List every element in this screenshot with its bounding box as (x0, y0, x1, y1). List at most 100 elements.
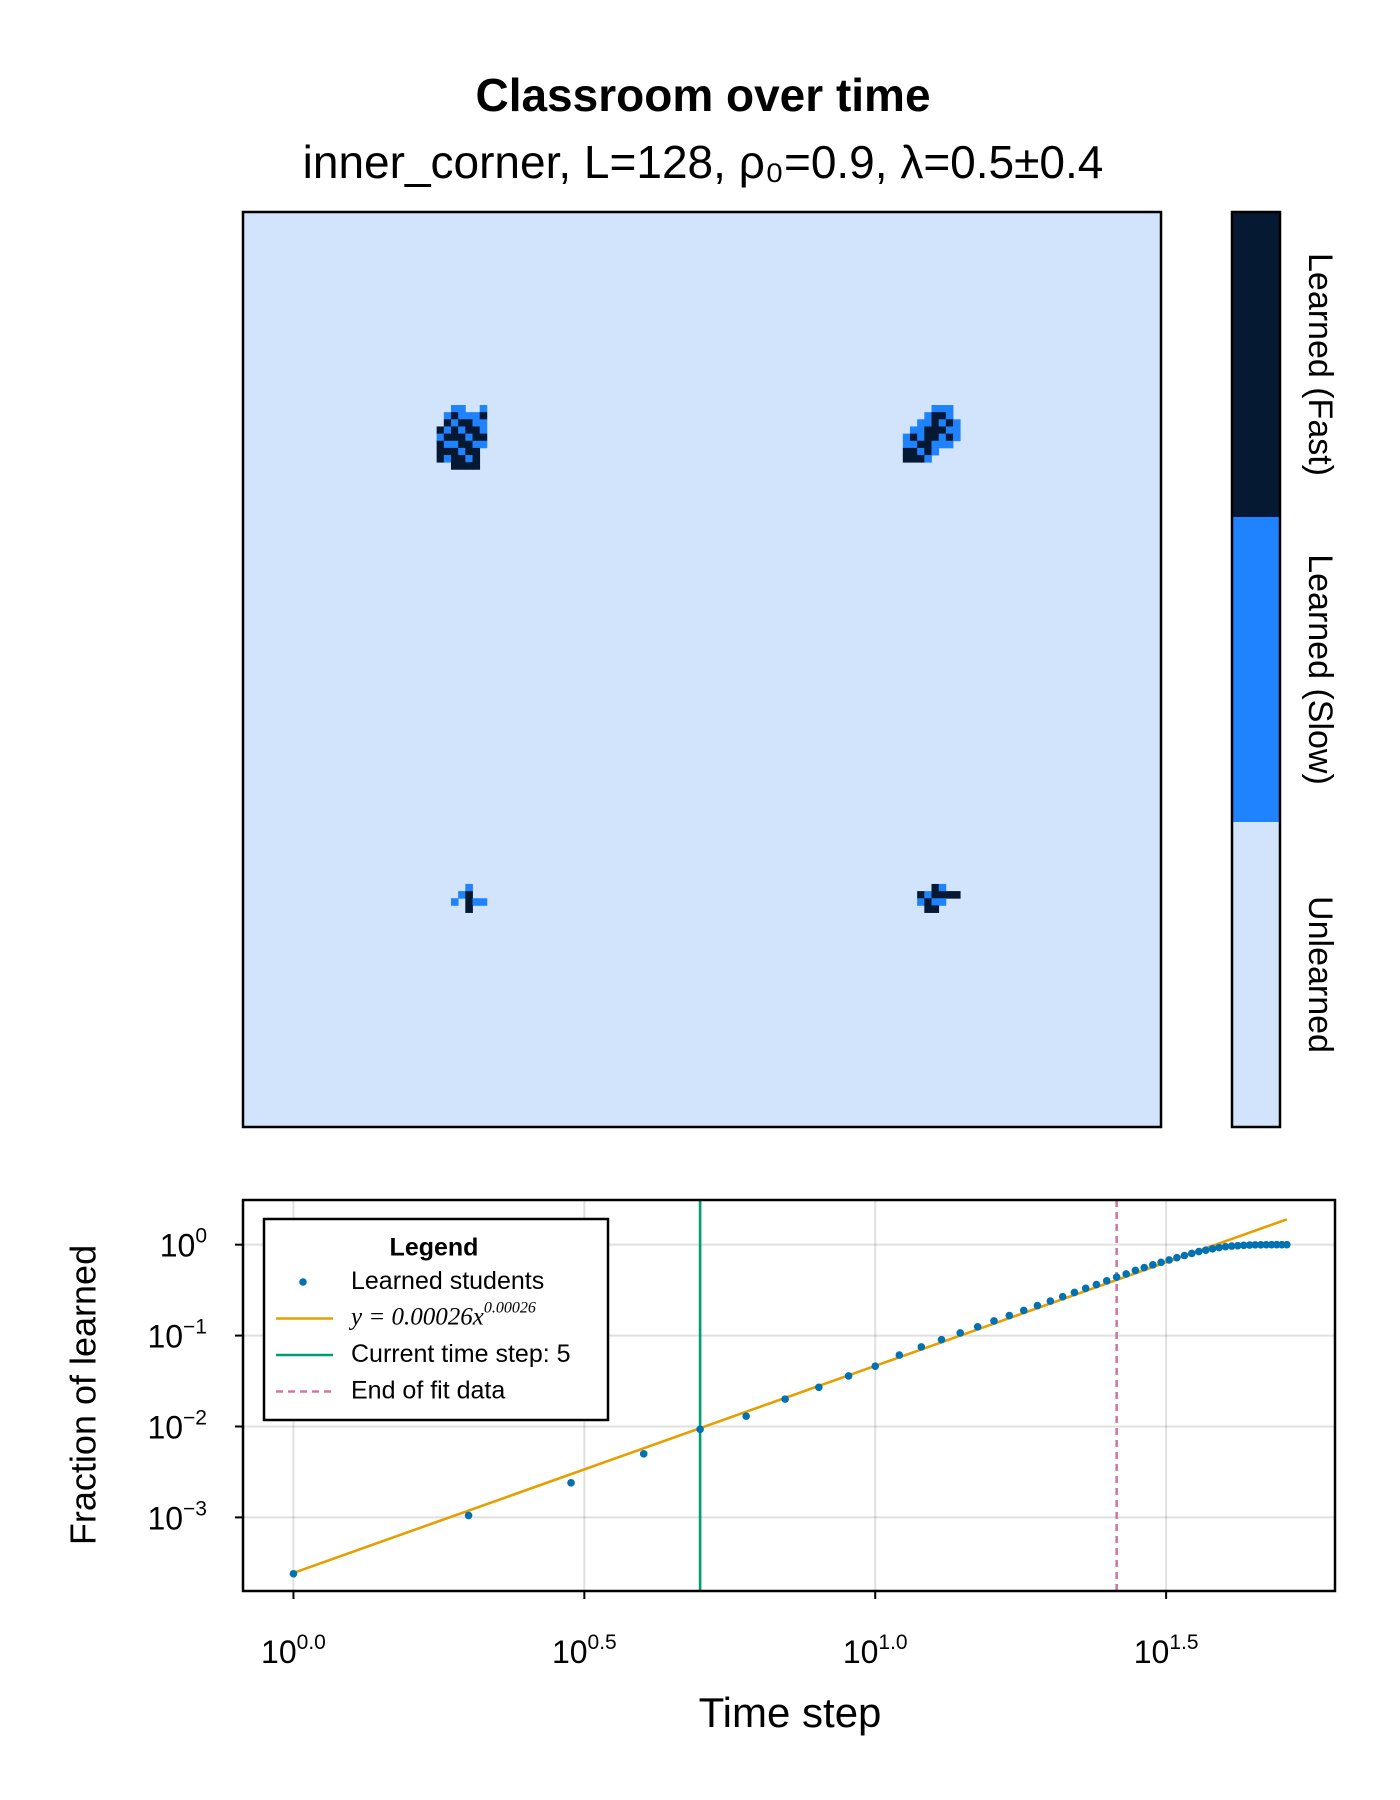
tick-exponent: 0.5 (588, 1631, 617, 1654)
heatmap-cell (458, 419, 466, 427)
heatmap-cell (953, 433, 961, 442)
heatmap-cell (953, 891, 961, 899)
colorbar-label: Learned (Slow) (1301, 554, 1339, 785)
heatmap-cell (465, 419, 473, 427)
heatmap-cell (472, 462, 481, 470)
data-point (1081, 1284, 1090, 1293)
x-tick-label: 101.5 (1134, 1631, 1199, 1671)
legend-exponent: 0.00026 (484, 1299, 536, 1316)
heatmap-cell (443, 447, 452, 456)
legend-name: Learned students (351, 1267, 544, 1295)
heatmap-cell (902, 433, 911, 442)
heatmap-cell (931, 433, 940, 442)
tick-base: 10 (160, 1228, 196, 1264)
x-tick-label: 100.5 (552, 1631, 617, 1671)
data-point (1019, 1306, 1028, 1315)
heatmap-cell (443, 455, 452, 463)
legend-title: Legend (390, 1234, 479, 1262)
heatmap-cell (917, 426, 925, 435)
data-point (1283, 1240, 1291, 1249)
heatmap-cell (909, 433, 918, 442)
data-point (1112, 1273, 1121, 1281)
data-point (1131, 1266, 1140, 1275)
heatmap-cell (924, 440, 932, 449)
heatmap-frame (241, 210, 1163, 1129)
colorbar-label: Unlearned (1301, 896, 1339, 1053)
heatmap-cell (945, 891, 954, 899)
heatmap-cell (465, 898, 473, 906)
y-axis-label: Fraction of learned (63, 1245, 104, 1545)
heatmap-cell (938, 405, 947, 413)
heatmap-cell (436, 426, 445, 435)
data-point (1245, 1241, 1254, 1249)
heatmap-cell (931, 412, 940, 420)
tick-base: 10 (1134, 1634, 1170, 1670)
heatmap-cell (938, 412, 947, 420)
heatmap-cell (945, 419, 954, 427)
heatmap-cell (443, 433, 452, 442)
heatmap-cell (465, 426, 473, 435)
heatmap-cell (458, 405, 466, 413)
heatmap-cell (465, 455, 473, 463)
legend-name: y = 0.00026x (348, 1303, 484, 1330)
data-point (289, 1569, 298, 1578)
heatmap-cell (443, 440, 452, 449)
data-point (1262, 1240, 1271, 1249)
colorbar-segment (1232, 822, 1280, 1127)
data-point (1149, 1261, 1157, 1269)
heatmap-cell (917, 891, 925, 899)
heatmap-cell (472, 433, 481, 442)
heatmap-cell (479, 440, 488, 449)
heatmap-cell (909, 426, 918, 435)
heatmap-cell (938, 440, 947, 449)
chart-title: Classroom over time (475, 69, 930, 121)
heatmap-cell (450, 455, 459, 463)
heatmap-cell (909, 447, 918, 456)
data-point (1157, 1258, 1165, 1267)
heatmap-cell (450, 412, 459, 420)
heatmap-cell (924, 447, 932, 456)
heatmap-cell (938, 433, 947, 442)
heatmap-cell (931, 419, 940, 427)
heatmap-cell (465, 462, 473, 470)
data-point (1215, 1243, 1223, 1252)
heatmap-cell (458, 412, 466, 420)
heatmap-cell (450, 440, 459, 449)
heatmap-cell (938, 883, 947, 892)
data-point (1201, 1246, 1210, 1254)
legend-name: Current time step: 5 (351, 1340, 571, 1368)
heatmap-cell (931, 440, 940, 449)
heatmap-cell (917, 440, 925, 449)
data-point (1227, 1242, 1236, 1250)
heatmap-cell (479, 426, 488, 435)
data-point (1070, 1288, 1079, 1297)
heatmap-cell (458, 440, 466, 449)
tick-base: 10 (552, 1634, 588, 1670)
heatmap-cell (472, 898, 481, 906)
heatmap-cell (465, 433, 473, 442)
legend-marker (299, 1278, 307, 1286)
heatmap-cell (924, 426, 932, 435)
data-point (1173, 1253, 1181, 1262)
tick-base: 10 (147, 1319, 183, 1355)
heatmap-cell (938, 898, 947, 906)
data-point (1165, 1256, 1173, 1264)
data-point (567, 1479, 575, 1487)
heatmap-cell (902, 440, 911, 449)
data-point (1102, 1277, 1111, 1285)
heatmap-cell (472, 447, 481, 456)
data-point (1257, 1240, 1265, 1249)
heatmap-cell (953, 419, 961, 427)
heatmap-cell (938, 419, 947, 427)
heatmap-cell (472, 440, 481, 449)
heatmap-cell (924, 891, 932, 899)
heatmap-cell (450, 433, 459, 442)
data-point (742, 1412, 750, 1420)
data-point (1033, 1301, 1042, 1310)
heatmap-cell (931, 898, 940, 906)
legend-name: End of fit data (351, 1376, 505, 1404)
colorbar-label: Learned (Fast) (1301, 253, 1339, 476)
heatmap-cell (909, 440, 918, 449)
heatmap-cell (924, 419, 932, 427)
heatmap-cell (458, 891, 466, 899)
